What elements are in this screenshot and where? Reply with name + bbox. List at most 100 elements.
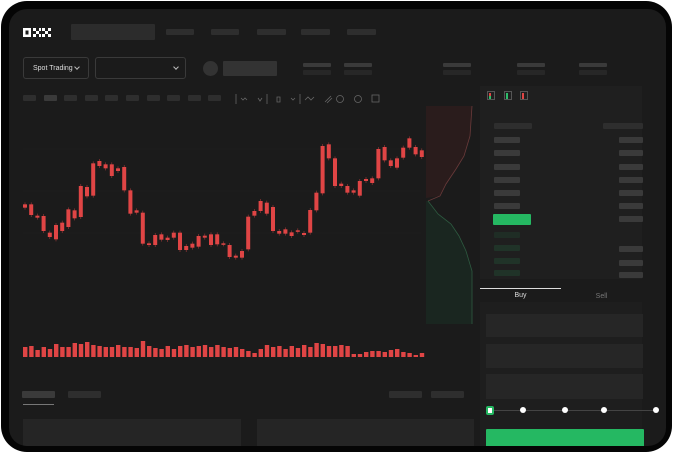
volume-bar xyxy=(289,346,294,357)
candle xyxy=(407,138,412,148)
candle xyxy=(178,232,182,250)
slider-track[interactable] xyxy=(491,410,658,411)
volume-bar xyxy=(190,347,195,357)
stat-label xyxy=(579,63,607,67)
bottom-tab[interactable] xyxy=(68,391,101,398)
volume-bar xyxy=(178,346,183,357)
candle xyxy=(233,255,238,258)
candle xyxy=(140,212,145,244)
bottom-action[interactable] xyxy=(431,391,464,398)
ask-amount xyxy=(619,137,643,143)
orderbook-view-bids-icon[interactable] xyxy=(504,91,512,100)
slider-mark-75[interactable] xyxy=(601,407,607,413)
candle xyxy=(258,201,263,211)
volume-bar xyxy=(302,345,307,357)
volume-bar xyxy=(23,347,28,357)
slider-mark-50[interactable] xyxy=(562,407,568,413)
candle xyxy=(401,147,406,158)
trade-tab-underline xyxy=(480,288,561,289)
buy-button[interactable] xyxy=(486,429,644,446)
nav-item[interactable] xyxy=(257,29,286,35)
search-input[interactable] xyxy=(71,24,155,40)
candle xyxy=(47,232,52,237)
volume-bar xyxy=(320,344,325,357)
candlestick-chart[interactable] xyxy=(9,109,429,374)
volume-bar xyxy=(345,346,350,357)
candle xyxy=(153,235,158,245)
volume-bar xyxy=(122,347,127,357)
timeframe-button xyxy=(23,95,36,101)
candle xyxy=(395,158,399,168)
candle xyxy=(41,216,46,231)
orderbook-header xyxy=(603,123,643,129)
candle xyxy=(165,237,170,240)
amount-input[interactable] xyxy=(486,344,643,368)
volume-bar xyxy=(388,350,394,357)
candle xyxy=(289,232,294,236)
orderbook-view-asks-icon[interactable] xyxy=(520,91,528,100)
total-input[interactable] xyxy=(486,374,643,399)
volume-bar xyxy=(351,354,356,357)
candle xyxy=(91,163,96,196)
market-dropdown[interactable]: Spot Trading xyxy=(23,57,89,79)
volume-bar xyxy=(395,349,400,357)
candle xyxy=(78,186,83,217)
bottom-tab-underline xyxy=(23,404,54,405)
candle xyxy=(215,234,220,245)
candle xyxy=(29,204,34,215)
candle xyxy=(302,233,306,235)
candle xyxy=(196,236,201,247)
candle xyxy=(109,164,114,176)
nav-item[interactable] xyxy=(301,29,330,35)
slider-mark-100[interactable] xyxy=(653,407,659,413)
timeframe-button xyxy=(105,95,119,101)
bid-price xyxy=(494,232,520,238)
timeframe-button xyxy=(208,95,222,101)
volume-bar xyxy=(376,351,381,357)
pair-name xyxy=(223,61,277,76)
candle xyxy=(103,164,108,169)
volume-bar xyxy=(116,345,121,357)
chevron-down-icon xyxy=(74,64,80,70)
candle xyxy=(271,207,275,231)
volume-bar xyxy=(140,341,146,357)
candle xyxy=(159,234,164,240)
nav-item[interactable] xyxy=(211,29,239,35)
timeframe-button xyxy=(64,95,78,101)
volume-bar xyxy=(364,352,369,357)
candle xyxy=(116,168,120,171)
volume-bar xyxy=(165,346,170,357)
ask-amount xyxy=(619,150,643,156)
candle xyxy=(147,243,151,245)
ask-price xyxy=(494,177,520,183)
pair-dropdown[interactable] xyxy=(95,57,186,79)
volume-bar xyxy=(308,347,313,357)
tab-sell[interactable]: Sell xyxy=(595,293,608,300)
ask-amount xyxy=(619,190,643,196)
candle xyxy=(413,147,418,155)
bottom-action[interactable] xyxy=(389,391,422,398)
chart-tools[interactable] xyxy=(234,92,394,104)
bottom-tab-active[interactable] xyxy=(22,391,55,398)
tab-buy[interactable]: Buy xyxy=(514,292,527,299)
candle xyxy=(382,147,387,161)
candle xyxy=(283,229,288,234)
volume-bar xyxy=(326,346,332,357)
volume-bar xyxy=(246,351,251,357)
price-input[interactable] xyxy=(486,314,643,337)
volume-bar xyxy=(184,345,189,357)
orders-panel xyxy=(23,419,241,446)
stat-value xyxy=(303,70,331,75)
candle xyxy=(54,225,58,240)
logo[interactable] xyxy=(23,26,51,38)
nav-item[interactable] xyxy=(347,29,376,35)
slider-handle[interactable] xyxy=(486,406,494,415)
orderbook-view-both-icon[interactable] xyxy=(487,91,495,100)
slider-mark-25[interactable] xyxy=(520,407,526,413)
volume-bar xyxy=(357,354,363,357)
nav-item[interactable] xyxy=(166,29,194,35)
volume-bar xyxy=(147,346,152,357)
volume-bar xyxy=(401,352,406,357)
candle xyxy=(60,222,65,231)
volume-bar xyxy=(233,347,239,357)
